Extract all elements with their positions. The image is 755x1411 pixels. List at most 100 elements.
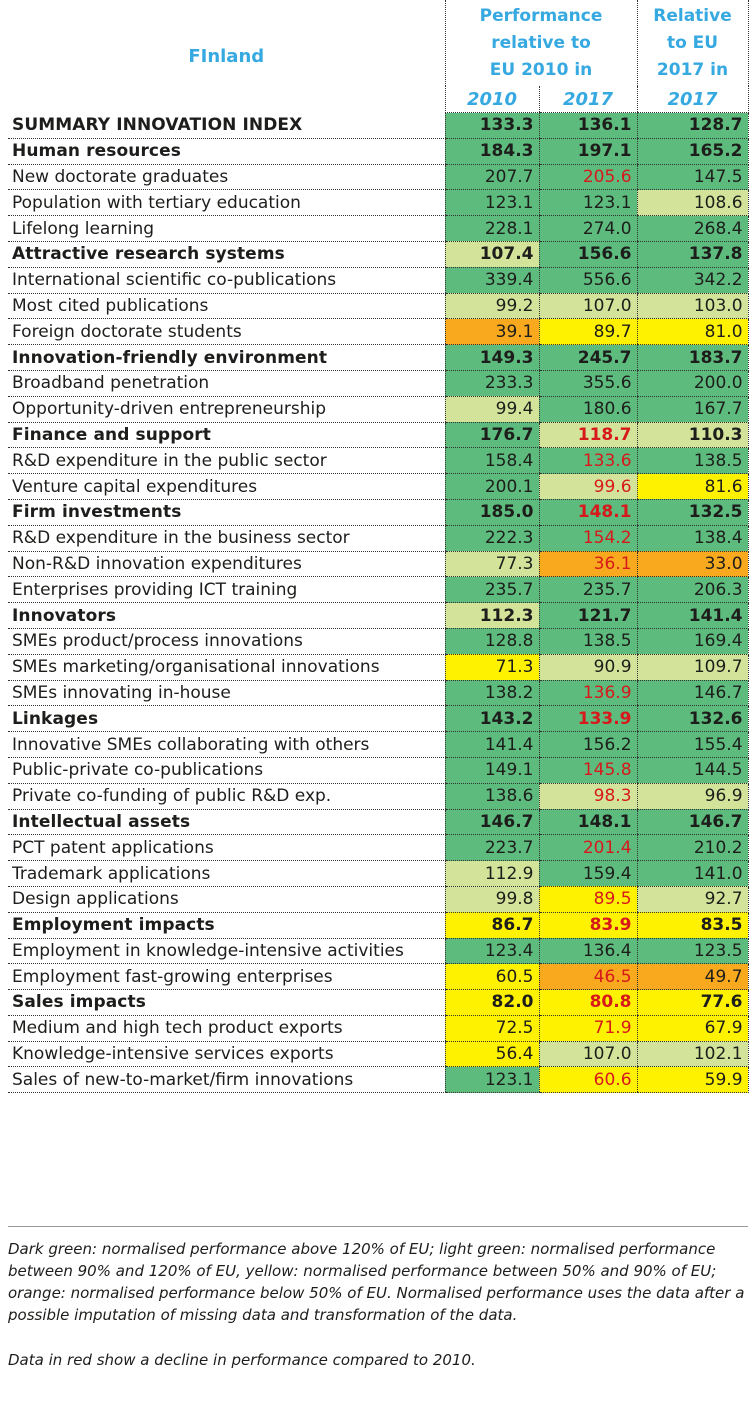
indicator-label: Finance and support (8, 422, 445, 449)
score-cell: 146.7 (636, 809, 749, 836)
score-cell: 67.9 (636, 1015, 749, 1042)
score-cell: 103.0 (636, 293, 749, 320)
score-cell: 200.1 (444, 473, 539, 500)
score-cell: 339.4 (444, 267, 539, 294)
indicator-label: Employment fast-growing enterprises (8, 963, 445, 991)
table-row: Non-R&D innovation expenditures 77.3 36.1 3… (8, 551, 749, 578)
header-line: Relative (653, 5, 732, 26)
score-cell: 184.3 (444, 138, 539, 165)
score-cell: 112.3 (444, 602, 539, 629)
notes-divider (8, 1226, 748, 1227)
table-row: Innovative SMEs collaborating with other… (8, 731, 749, 758)
header-line: to EU (666, 32, 719, 53)
score-cell: 92.7 (636, 886, 749, 913)
score-cell: 82.0 (444, 989, 539, 1016)
indicator-label: Design applications (8, 886, 445, 913)
indicator-label: Broadband penetration (8, 370, 445, 397)
indicator-label: New doctorate graduates (8, 164, 445, 191)
innovation-scoreboard-table: FInland Performance relative to EU 2010 … (8, 0, 749, 1094)
indicator-label: Non-R&D innovation expenditures (8, 551, 445, 578)
table-row: Venture capital expenditures 200.1 99.6 81.… (8, 473, 749, 500)
header-row-years: 2010 2017 2017 (8, 86, 749, 113)
header-row-groups: FInland Performance relative to EU 2010 … (8, 0, 749, 86)
table-row: Trademark applications 112.9 159.4 141.0 (8, 860, 749, 887)
table-row: Employment in knowledge-intensive activi… (8, 938, 749, 965)
table-body: SUMMARY INNOVATION INDEX 133.3 136.1 128.7 H… (8, 112, 749, 1094)
table-row: New doctorate graduates 207.7 205.6 147.5 (8, 164, 749, 191)
score-cell: 89.7 (538, 318, 638, 346)
table-row-group: Finance and support 176.7 118.7 110.3 (8, 422, 749, 449)
score-cell: 146.7 (444, 809, 539, 836)
score-cell: 228.1 (444, 215, 539, 242)
score-cell: 110.3 (636, 422, 749, 449)
indicator-label: Intellectual assets (8, 809, 445, 836)
score-cell: 210.2 (636, 834, 749, 862)
indicator-label: International scientific co-publications (8, 267, 445, 294)
score-cell: 138.6 (444, 783, 539, 810)
score-cell: 49.7 (636, 963, 749, 991)
score-cell: 132.5 (636, 499, 749, 526)
score-cell: 132.6 (636, 705, 749, 733)
indicator-label: SMEs marketing/organisational innovation… (8, 654, 445, 681)
indicator-label: Innovation-friendly environment (8, 344, 445, 371)
score-cell: 81.0 (636, 318, 749, 346)
score-cell: 154.2 (538, 525, 638, 552)
table-row: Sales of new-to-market/firm innovations 1… (8, 1066, 749, 1094)
score-cell: 201.4 (538, 834, 638, 862)
score-cell: 133.3 (444, 112, 539, 139)
score-cell: 107.0 (538, 1041, 638, 1068)
year-header-2017-relative: 2017 (636, 86, 749, 113)
score-cell: 60.6 (538, 1066, 638, 1094)
table-row: R&D expenditure in the public sector 158.… (8, 447, 749, 475)
indicator-label: Innovative SMEs collaborating with other… (8, 731, 445, 758)
score-cell: 123.1 (538, 189, 638, 217)
indicator-label: Public-private co-publications (8, 757, 445, 784)
score-cell: 180.6 (538, 396, 638, 423)
table-row: Lifelong learning 228.1 274.0 268.4 (8, 215, 749, 242)
score-cell: 176.7 (444, 422, 539, 449)
indicator-label: Sales of new-to-market/firm innovations (8, 1066, 445, 1094)
score-cell: 342.2 (636, 267, 749, 294)
table-row: Employment fast-growing enterprises 60.5 4… (8, 963, 749, 991)
score-cell: 144.5 (636, 757, 749, 784)
score-cell: 183.7 (636, 344, 749, 371)
score-cell: 207.7 (444, 164, 539, 191)
table-row: Enterprises providing ICT training 235.7 2… (8, 576, 749, 604)
score-cell: 185.0 (444, 499, 539, 526)
score-cell: 169.4 (636, 628, 749, 655)
table-row-group: Innovators 112.3 121.7 141.4 (8, 602, 749, 629)
score-cell: 96.9 (636, 783, 749, 810)
score-cell: 355.6 (538, 370, 638, 397)
score-cell: 108.6 (636, 189, 749, 217)
score-cell: 89.5 (538, 886, 638, 913)
indicator-label: Employment impacts (8, 912, 445, 939)
table-row: R&D expenditure in the business sector 22… (8, 525, 749, 552)
score-cell: 33.0 (636, 551, 749, 578)
table-row: SMEs marketing/organisational innovation… (8, 654, 749, 681)
indicator-label: Sales impacts (8, 989, 445, 1016)
score-cell: 148.1 (538, 809, 638, 836)
score-cell: 107.0 (538, 293, 638, 320)
score-cell: 138.5 (538, 628, 638, 655)
score-cell: 222.3 (444, 525, 539, 552)
indicator-label: Innovators (8, 602, 445, 629)
score-cell: 112.9 (444, 860, 539, 887)
score-cell: 83.9 (538, 912, 638, 939)
score-cell: 141.0 (636, 860, 749, 887)
score-cell: 159.4 (538, 860, 638, 887)
table-row-group: Firm investments 185.0 148.1 132.5 (8, 499, 749, 526)
score-cell: 138.4 (636, 525, 749, 552)
score-cell: 71.3 (444, 654, 539, 681)
indicator-label: Population with tertiary education (8, 189, 445, 217)
score-cell: 137.8 (636, 241, 749, 268)
table-row-group: Human resources 184.3 197.1 165.2 (8, 138, 749, 165)
score-cell: 556.6 (538, 267, 638, 294)
score-cell: 86.7 (444, 912, 539, 939)
table-row: Foreign doctorate students 39.1 89.7 81.0 (8, 318, 749, 346)
score-cell: 268.4 (636, 215, 749, 242)
score-cell: 206.3 (636, 576, 749, 604)
indicator-label: R&D expenditure in the public sector (8, 447, 445, 475)
table-row-group: Attractive research systems 107.4 156.6 137… (8, 241, 749, 268)
score-cell: 133.6 (538, 447, 638, 475)
score-cell: 102.1 (636, 1041, 749, 1068)
